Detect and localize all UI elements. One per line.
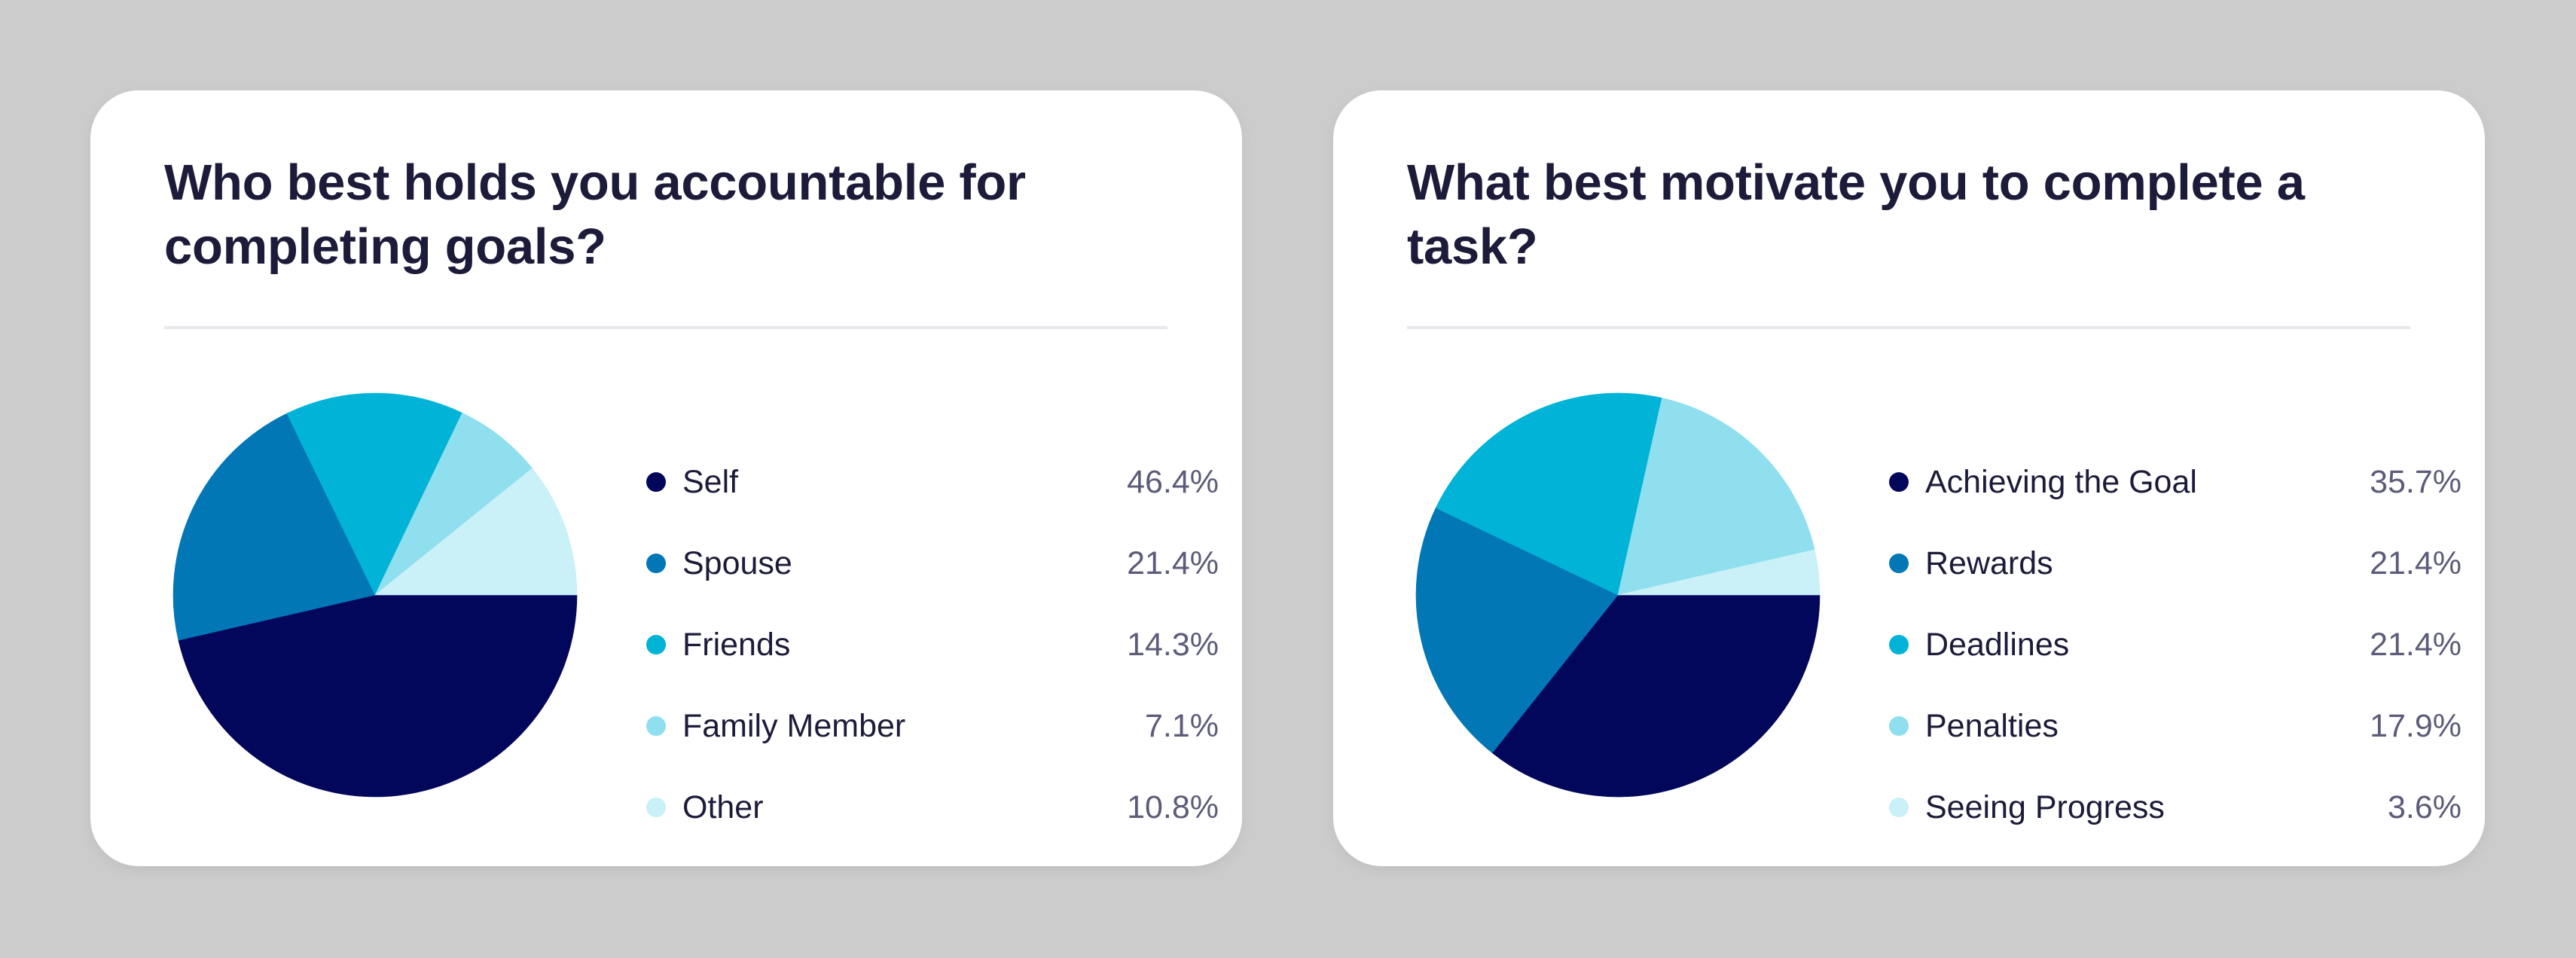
legend-value: 7.1% — [1144, 708, 1219, 744]
chart-card-motivation: What best motivate you to complete a tas… — [1333, 90, 2485, 866]
legend-label: Friends — [682, 627, 791, 663]
legend-label: Deadlines — [1925, 627, 2070, 663]
pie-slice-deadlines — [1435, 392, 1662, 596]
legend-dot-icon — [1889, 798, 1909, 817]
pie-slice-rewards — [1415, 507, 1619, 754]
legend-dot-icon — [1889, 635, 1909, 654]
legend-item-rewards: Rewards 21.4% — [1889, 541, 2462, 586]
legend-dot-icon — [646, 554, 666, 573]
legend-dot-icon — [646, 472, 666, 492]
pie-slice-achieving-the-goal — [1491, 594, 1821, 798]
pie-slice-friends — [286, 392, 463, 596]
legend-label: Achieving the Goal — [1925, 464, 2197, 500]
pie-slice-other — [374, 468, 578, 596]
legend-value: 21.4% — [2370, 545, 2462, 581]
legend-item-other: Other 10.8% — [646, 785, 1219, 830]
pie-slice-penalties — [1617, 398, 1815, 596]
legend-label: Other — [682, 789, 764, 825]
legend-label: Self — [682, 464, 739, 500]
legend-item-family-member: Family Member 7.1% — [646, 703, 1219, 749]
pie-chart-accountability — [172, 392, 578, 798]
legend-value: 35.7% — [2370, 464, 2462, 500]
legend-value: 3.6% — [2387, 789, 2462, 825]
pie-slice-spouse — [172, 413, 376, 641]
chart-title: What best motivate you to complete a tas… — [1407, 154, 2305, 275]
pie-chart-motivation — [1415, 392, 1821, 798]
legend-label: Rewards — [1925, 545, 2053, 581]
legend-item-spouse: Spouse 21.4% — [646, 541, 1219, 586]
chart-card-accountability: Who best holds you accountable for compl… — [90, 90, 1242, 866]
legend-dot-icon — [1889, 554, 1909, 573]
legend-item-achieving-the-goal: Achieving the Goal 35.7% — [1889, 459, 2462, 505]
legend-dot-icon — [646, 798, 666, 817]
title-divider — [1407, 326, 2410, 329]
pie-slice-self — [178, 594, 578, 798]
legend-value: 14.3% — [1127, 627, 1219, 663]
legend-value: 21.4% — [2370, 627, 2462, 663]
legend-dot-icon — [1889, 716, 1909, 736]
pie-slice-seeing-progress — [1617, 549, 1821, 596]
legend-value: 21.4% — [1127, 545, 1219, 581]
legend-label: Family Member — [682, 708, 906, 744]
chart-title: Who best holds you accountable for compl… — [164, 154, 1026, 275]
legend-item-deadlines: Deadlines 21.4% — [1889, 622, 2462, 667]
legend-dot-icon — [646, 635, 666, 654]
legend-item-seeing-progress: Seeing Progress 3.6% — [1889, 785, 2462, 830]
legend-label: Penalties — [1925, 708, 2059, 744]
legend-value: 17.9% — [2370, 708, 2462, 744]
title-divider — [164, 326, 1167, 329]
legend-item-self: Self 46.4% — [646, 459, 1219, 505]
legend-item-friends: Friends 14.3% — [646, 622, 1219, 667]
pie-slice-family-member — [374, 412, 533, 596]
legend-item-penalties: Penalties 17.9% — [1889, 703, 2462, 749]
legend-label: Seeing Progress — [1925, 789, 2165, 825]
legend-dot-icon — [646, 716, 666, 736]
legend-value: 10.8% — [1127, 789, 1219, 825]
legend-label: Spouse — [682, 545, 792, 581]
legend-dot-icon — [1889, 472, 1909, 492]
legend-value: 46.4% — [1127, 464, 1219, 500]
